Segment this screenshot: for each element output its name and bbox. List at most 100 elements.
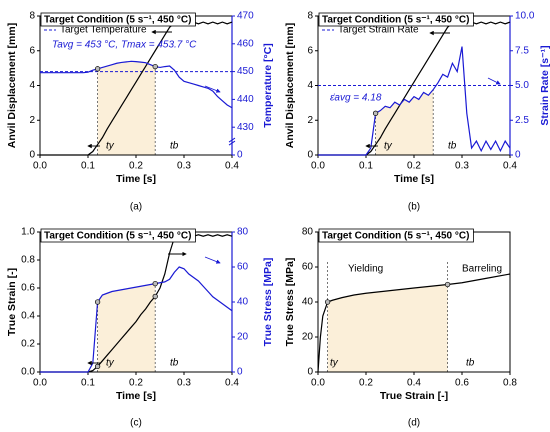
x-tick-label: 0.0	[33, 161, 47, 172]
point-marker	[94, 363, 101, 370]
y-axis-label: Anvil Displacement [mm]	[6, 23, 18, 148]
annotation: tb	[448, 141, 457, 152]
x-tick-label: 0.0	[33, 378, 47, 389]
x-tick-label: 0.3	[177, 378, 191, 389]
panel: 0.0 0.2 0.4 0.6 0.8 0 20 40 60 80 True Strain [-] T…	[284, 227, 518, 429]
x-tick-label: 0.0	[311, 161, 325, 172]
y2-tick-label: 430	[237, 122, 254, 133]
caption: (c)	[130, 418, 142, 429]
y-tick-label: 2	[29, 115, 35, 126]
x-tick-label: 0.1	[359, 161, 373, 172]
x-tick-label: 0.4	[407, 378, 421, 389]
y-tick-label: 0	[29, 150, 35, 161]
x-tick-label: 0.0	[311, 378, 325, 389]
caption: (d)	[408, 418, 420, 429]
y2-tick-label: 0	[515, 150, 521, 161]
point-marker	[324, 299, 331, 305]
caption: (b)	[408, 202, 420, 213]
shaded-region	[97, 61, 156, 156]
y2-tick-label: 450	[237, 66, 254, 77]
y-tick-label: 0.4	[21, 311, 35, 322]
y-tick-label: 8	[307, 11, 313, 22]
panel: 0.0 0.1 0.2 0.3 0.4024680430440450460470Time…	[6, 11, 274, 213]
x-tick-label: 0.4	[503, 161, 517, 172]
y2-tick-label: 40	[237, 297, 249, 308]
x-axis-label: True Strain [-]	[380, 390, 448, 402]
point-marker	[372, 110, 379, 116]
legend-label: Target Temperature	[60, 25, 147, 36]
y-tick-label: 1.0	[21, 227, 35, 238]
caption: (a)	[130, 202, 142, 213]
title-box	[318, 12, 474, 27]
y2-axis-label: Strain Rate [s⁻¹]	[539, 45, 550, 125]
annotation: Tavg = 453 °C, Tmax = 453.7 °C	[52, 40, 197, 51]
arrow	[204, 256, 221, 264]
annotation: ε̇avg = 4.18	[330, 93, 382, 104]
y-axis-label: True Stress [MPa]	[284, 258, 296, 347]
y2-tick-label: 0	[237, 150, 243, 161]
data-line	[317, 273, 511, 373]
x-tick-label: 0.4	[225, 378, 239, 389]
y-tick-label: 20	[302, 332, 314, 343]
y-tick-label: 0	[307, 367, 313, 378]
shaded-region	[327, 284, 448, 372]
y-tick-label: 60	[302, 262, 314, 273]
x-tick-label: 0.1	[81, 161, 95, 172]
y-tick-label: 4	[29, 80, 35, 91]
point-marker	[94, 66, 101, 72]
chart-title: Target Condition (5 s⁻¹, 450 °C)	[322, 231, 469, 242]
y-tick-label: 40	[302, 297, 314, 308]
x-tick-label: 0.2	[359, 378, 373, 389]
title-box	[40, 228, 196, 243]
point-marker	[152, 293, 158, 300]
annotation: ty	[106, 141, 115, 152]
y2-tick-label: 440	[237, 94, 254, 105]
point-marker	[152, 280, 158, 287]
legend-label: Target Strain Rate	[338, 25, 419, 36]
panel: 0.0 0.1 0.2 0.3 0.4 0.0 0.2 0.4 0.6 0.8 1.0 0 20 40 60…	[6, 227, 274, 429]
y-tick-label: 0	[307, 150, 313, 161]
annotation: tb	[170, 141, 179, 152]
y2-tick-label: 470	[237, 11, 254, 22]
y-tick-label: 80	[302, 227, 314, 238]
annotation: Barreling	[462, 264, 502, 275]
x-tick-label: 0.4	[225, 161, 239, 172]
chart-title: Target Condition (5 s⁻¹, 450 °C)	[44, 15, 191, 26]
x-tick-label: 0.8	[503, 378, 517, 389]
point-marker	[94, 299, 101, 305]
x-tick-label: 0.3	[455, 161, 469, 172]
y2-tick-label: 460	[237, 38, 254, 49]
y2-tick-label: 7.5	[515, 45, 529, 56]
title-box	[40, 12, 196, 27]
y-axis-label: Anvil Displacement [mm]	[284, 23, 296, 148]
arrow	[487, 77, 501, 85]
y2-tick-label: 20	[237, 332, 249, 343]
y-tick-label: 0.8	[21, 255, 35, 266]
y2-tick-label: 2.5	[515, 115, 529, 126]
y-tick-label: 0.6	[21, 283, 35, 294]
y2-axis-label: Temperature [°C]	[262, 43, 274, 128]
annotation: ty	[330, 358, 339, 369]
y-tick-label: 2	[307, 115, 313, 126]
annotation: Yielding	[348, 264, 383, 275]
data-line	[318, 46, 511, 156]
chart-title: Target Condition (5 s⁻¹, 450 °C)	[44, 231, 191, 242]
annotation: tb	[170, 358, 179, 369]
x-tick-label: 0.2	[129, 161, 143, 172]
annotation: ty	[384, 141, 393, 152]
annotation: ty	[106, 358, 115, 369]
x-axis-label: Time [s]	[116, 390, 156, 402]
data-line	[40, 266, 233, 373]
arrow	[204, 85, 221, 93]
y2-tick-label: 10.0	[515, 11, 535, 22]
y-tick-label: 6	[307, 45, 313, 56]
shaded-region	[375, 89, 434, 155]
y2-tick-label: 60	[237, 262, 249, 273]
title-box	[318, 228, 474, 243]
y-axis-label: True Strain [-]	[6, 268, 18, 336]
x-tick-label: 0.2	[129, 378, 143, 389]
x-tick-label: 0.1	[81, 378, 95, 389]
y2-tick-label: 0	[237, 367, 243, 378]
